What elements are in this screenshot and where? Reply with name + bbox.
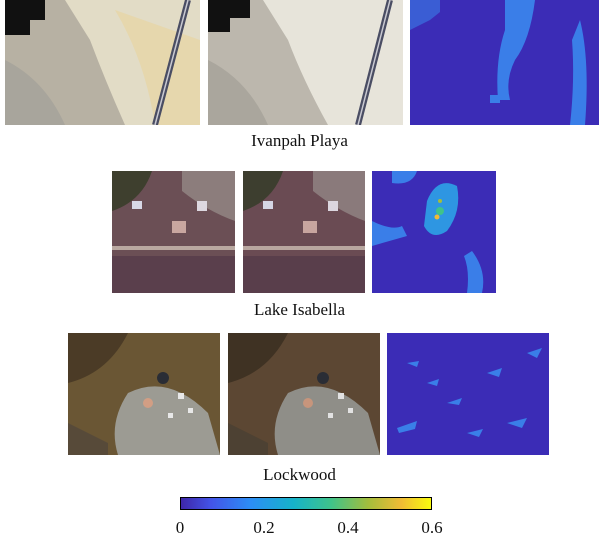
ivanpah-image-a: [5, 0, 200, 125]
isabella-image-b: [243, 171, 365, 293]
colorbar-tick-0: 0: [175, 518, 185, 537]
ivanpah-image-b: [208, 0, 403, 125]
lockwood-change-map: [387, 333, 549, 455]
row-caption-lockwood: Lockwood: [263, 465, 336, 484]
lockwood-image-a: [68, 333, 220, 455]
isabella-image-a: [112, 171, 235, 293]
colorbar: [180, 497, 432, 510]
isabella-change-map: [372, 171, 496, 293]
colorbar-tick-2: 0.4: [337, 518, 359, 537]
lockwood-image-b: [228, 333, 380, 455]
colorbar-tick-1: 0.2: [253, 518, 275, 537]
colorbar-tick-3: 0.6: [421, 518, 443, 537]
ivanpah-change-map: [410, 0, 599, 125]
row-caption-isabella: Lake Isabella: [253, 300, 346, 319]
row-caption-ivanpah: Ivanpah Playa: [251, 131, 348, 150]
